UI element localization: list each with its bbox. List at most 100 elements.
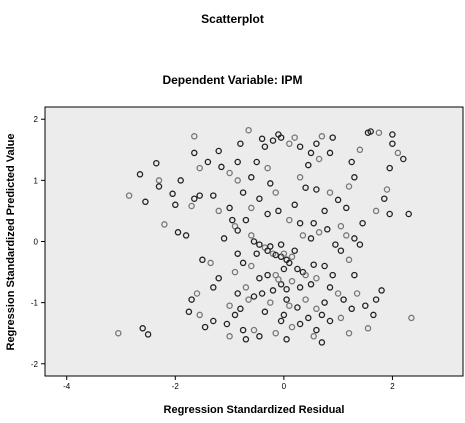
scatter-point [321,207,328,215]
chart-title: Scatterplot [201,12,264,26]
scatter-point [370,311,377,319]
scatter-point [210,192,217,199]
scatter-point [326,189,334,196]
y-tick-label: 0 [34,238,39,247]
scatter-point [302,184,309,191]
scatter-point [204,158,212,166]
scatter-point [177,177,184,184]
scatter-point [193,290,201,297]
scatter-point [267,180,274,187]
scatter-point [248,174,255,181]
scatter-point [277,134,285,141]
scatter-point [296,143,304,150]
scatter-point [296,219,304,227]
scatter-point [237,305,244,313]
scatter-point [201,323,209,331]
scatter-point [307,281,315,288]
scatter-point [313,274,320,282]
scatter-point [405,210,412,218]
scatter-point [329,134,336,141]
scatter-point [326,149,334,157]
scatter-point [315,155,323,163]
scatter-point [207,259,214,267]
scatter-point [234,158,241,166]
scatter-point [172,201,179,209]
scatter-point [372,296,380,303]
scatter-point [248,232,255,239]
scatter-point [191,149,198,157]
scatter-point [351,235,358,242]
scatter-point [210,317,217,325]
y-tick-label: -2 [31,360,39,369]
scatter-point [375,129,383,136]
scatter-point [296,320,304,328]
scatter-point [307,235,315,242]
scatter-point [345,329,353,337]
scatter-point [250,326,258,334]
scatter-point [340,296,347,303]
scatter-point [318,133,326,140]
scatter-point [283,296,290,303]
scatter-point [345,256,353,264]
scatter-point [296,174,304,181]
scatter-point [275,207,282,215]
scatter-point [310,333,317,340]
scatter-point [334,196,342,204]
scatter-point [258,290,266,297]
scatter-point [313,140,320,147]
scatter-point [256,274,263,282]
scatter-point [215,207,222,215]
scatter-point [280,265,288,273]
scatter-point [155,183,163,190]
scatter-point [318,311,326,319]
scatter-point [144,331,152,338]
scatter-point [326,284,334,291]
scatter-point [280,250,288,257]
scatter-point [321,299,328,306]
scatter-point [329,271,336,279]
scatter-point [253,250,260,257]
scatter-point [313,186,320,193]
scatter-point [394,149,402,157]
scatter-point [226,302,233,309]
scatter-point [256,241,263,248]
scatter-point [153,159,160,167]
scatter-point [185,308,193,316]
scatter-point [275,276,282,283]
data-points [115,126,415,346]
scatter-point [226,204,233,212]
x-tick-label: -4 [63,382,71,391]
x-tick-label: 0 [282,382,287,391]
scatter-point [239,189,247,196]
scatter-point [115,329,122,337]
scatter-point [196,192,203,199]
scatter-point [155,177,163,184]
scatter-point [286,259,293,267]
x-tick-label: 2 [390,382,395,391]
scatter-point [310,261,317,268]
scatter-point [226,333,233,340]
scatter-point [318,339,326,346]
scatter-point [343,204,350,212]
scatter-point [378,287,385,294]
scatter-point [174,229,182,236]
y-tick-label: -1 [31,299,39,308]
scatter-point [337,314,345,322]
scatter-point [305,161,312,169]
scatter-point [136,171,144,178]
scatter-point [351,174,358,181]
scatter-point [258,135,266,143]
scatter-point [264,210,271,218]
scatter-point [389,131,396,138]
scatter-point [191,133,198,140]
scatter-point [261,308,269,316]
scatter-point [277,281,285,288]
scatter-point [356,146,364,154]
scatter-point [389,140,396,147]
scatter-point [242,336,250,343]
scatter-point [220,235,228,242]
scatter-point [196,311,203,319]
scatter-point [326,317,334,325]
scatter-point [256,333,263,340]
